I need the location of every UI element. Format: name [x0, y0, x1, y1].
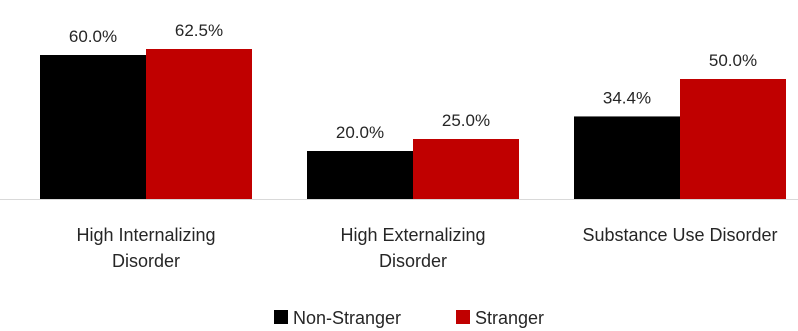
data-label: 62.5% — [175, 21, 223, 40]
data-label: 25.0% — [442, 111, 490, 130]
data-label: 50.0% — [709, 51, 757, 70]
bar-non-stranger-0 — [40, 55, 146, 199]
category-label: Disorder — [379, 251, 447, 271]
category-labels-group: High Internalizing Disorder High Externali… — [76, 225, 777, 271]
legend-label: Stranger — [475, 308, 544, 328]
bar-stranger-0 — [146, 49, 252, 199]
category-label: High Internalizing — [76, 225, 215, 245]
bars-group — [40, 49, 786, 199]
category-label: Substance Use Disorder — [582, 225, 777, 245]
legend-swatch-non-stranger — [274, 310, 288, 324]
category-label: High Externalizing — [340, 225, 485, 245]
bar-stranger-1 — [413, 139, 519, 199]
data-labels-group: 60.0% 62.5% 20.0% 25.0% 34.4% 50.0% — [69, 21, 757, 142]
legend-swatch-stranger — [456, 310, 470, 324]
legend: Non-Stranger Stranger — [274, 308, 544, 328]
data-label: 60.0% — [69, 27, 117, 46]
legend-label: Non-Stranger — [293, 308, 401, 328]
bar-non-stranger-1 — [307, 151, 413, 199]
data-label: 20.0% — [336, 123, 384, 142]
bar-stranger-2 — [680, 79, 786, 199]
category-label: Disorder — [112, 251, 180, 271]
bar-non-stranger-2 — [574, 116, 680, 199]
data-label: 34.4% — [603, 88, 651, 107]
